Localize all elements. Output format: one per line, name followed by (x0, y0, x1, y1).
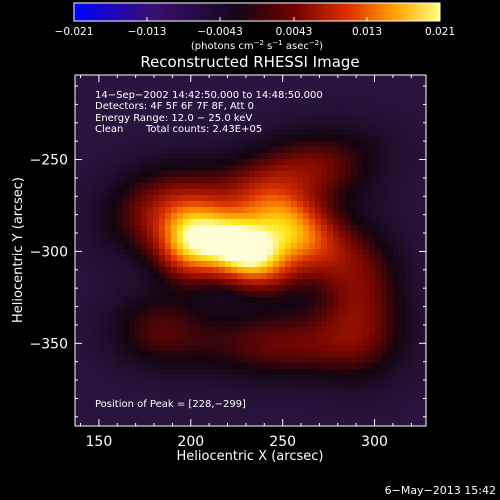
y-axis-label: Heliocentric Y (arcsec) (11, 177, 26, 323)
colorbar-tick-label: −0.0043 (197, 26, 243, 38)
colorbar-tick-label: 0.0043 (276, 26, 313, 38)
x-axis-label: Heliocentric X (arcsec) (177, 449, 324, 464)
colorbar-gradient-strip (73, 2, 441, 22)
x-tick-label: 300 (361, 434, 388, 450)
colorbar-tick-marks (73, 17, 441, 21)
colorbar-tick-label: 0.013 (352, 26, 382, 38)
colorbar: −0.021 −0.013 −0.0043 0.0043 0.013 0.021… (55, 2, 455, 52)
y-tick-label: −250 (30, 153, 68, 169)
chart-title: Reconstructed RHESSI Image (140, 53, 359, 71)
axis-tick-labels: 150 200 250 300 −250 −300 −350 (30, 153, 388, 450)
info-detectors: Detectors: 4F 5F 6F 7F 8F, Att 0 (95, 101, 254, 112)
colorbar-tick-label: −0.013 (128, 26, 167, 38)
info-energy-range: Energy Range: 12.0 − 25.0 keV (95, 113, 252, 124)
colorbar-tick-label: −0.021 (55, 26, 94, 38)
heatmap-container (75, 75, 426, 426)
info-total-counts: Total counts: 2.43E+05 (145, 124, 262, 135)
x-tick-label: 200 (177, 434, 204, 450)
x-tick-label: 150 (86, 434, 113, 450)
y-tick-label: −300 (30, 244, 68, 260)
x-tick-label: 250 (269, 434, 296, 450)
plot-frame (74, 74, 427, 427)
colorbar-units: (photons cm−2 s−1 asec−2) (191, 39, 323, 52)
colorbar-tick-label: 0.021 (425, 26, 455, 38)
peak-position: Position of Peak = [228,−299] (95, 399, 246, 410)
plot-date: 6−May−2013 15:42 (385, 484, 496, 497)
y-tick-label: −350 (30, 336, 68, 352)
info-clean-label: Clean (95, 124, 123, 135)
info-time-range: 14−Sep−2002 14:42:50.000 to 14:48:50.000 (95, 90, 323, 101)
heatmap-image (75, 75, 426, 426)
axis-tick-marks (75, 75, 426, 426)
